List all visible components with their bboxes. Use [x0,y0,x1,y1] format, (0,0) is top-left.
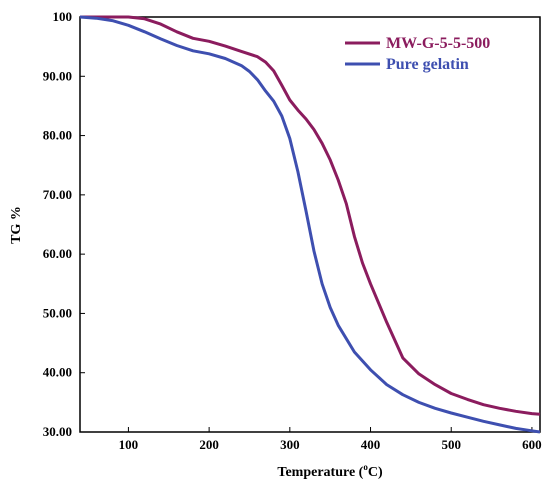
x-axis-title-tail: C) [368,465,383,480]
x-tick-label: 300 [280,437,300,452]
axis-ticks: 100 200 300 400 500 600 100 90.00 80.00 70.00 60.0… [43,9,542,452]
plot-frame [79,16,541,433]
legend-label-mw: MW-G-5-5-500 [386,35,490,52]
y-tick-label: 90.00 [43,68,72,83]
legend-label-gelatin: Pure gelatin [386,56,469,73]
series-line-pure-gelatin [79,15,541,434]
y-tick-label: 100 [53,9,73,24]
y-tick-label: 50.00 [43,305,72,320]
x-tick-label: 100 [119,437,139,452]
y-tick-label: 80.00 [43,128,72,143]
series-line-mw-g-5-5-500 [80,15,541,416]
y-axis-title: TG % [9,206,24,244]
y-tick-label: 70.00 [43,187,72,202]
x-tick-label: 600 [522,437,542,452]
x-axis-title-sup: o [363,462,368,472]
x-tick-label: 500 [441,437,461,452]
legend: MW-G-5-5-500 Pure gelatin [345,35,490,73]
x-axis-title: Temperature (oC) [277,462,383,480]
x-tick-label: 200 [199,437,219,452]
y-tick-label: 30.00 [43,424,72,439]
series-lines [79,15,541,434]
x-axis-title-main: Temperature ( [277,465,363,480]
y-tick-label: 60.00 [43,246,72,261]
x-tick-label: 400 [361,437,381,452]
y-tick-label: 40.00 [43,365,72,380]
